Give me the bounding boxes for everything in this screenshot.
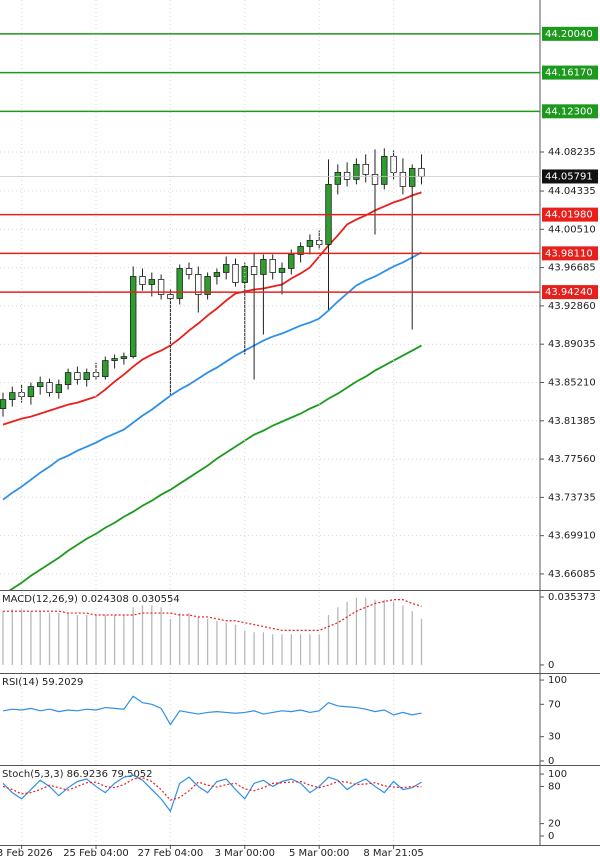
y-tick-label: 43.96685: [548, 263, 596, 274]
level-label-bg: [542, 104, 598, 119]
y-tick-label: 20: [548, 819, 561, 830]
candle-body: [37, 382, 44, 387]
indicator-line: [2, 695, 422, 726]
candle-body: [176, 268, 183, 299]
y-tick-label: 43.77560: [548, 454, 596, 465]
candle-body: [0, 399, 7, 410]
candle-body: [64, 372, 72, 385]
y-tick-label: 80: [548, 781, 561, 792]
indicator-title: MACD(12,26,9) 0.024308 0.030554: [2, 594, 180, 605]
candle-body: [232, 264, 239, 283]
candle-body: [204, 276, 211, 295]
candle-body: [241, 266, 248, 283]
y-tick-label: 0: [548, 831, 554, 842]
level-label-bg: [542, 285, 598, 300]
last-price-label: 44.05791: [545, 171, 593, 182]
candle-body: [362, 163, 369, 175]
last-price-label-bg: [542, 169, 598, 184]
y-tick-label: 100: [548, 675, 567, 686]
candle-body: [315, 240, 323, 245]
y-tick-label: 100: [548, 769, 567, 780]
y-tick-label: 43.73735: [548, 492, 596, 503]
moving-average: [2, 191, 422, 426]
level-label-bg: [542, 207, 598, 222]
level-label: 44.01980: [545, 210, 593, 221]
candle-body: [334, 171, 341, 185]
y-tick-label: 43.85210: [548, 377, 596, 388]
level-label: 44.12300: [545, 106, 593, 117]
candle-body: [129, 276, 137, 357]
y-tick-label: 30: [548, 732, 561, 743]
candle-body: [139, 276, 146, 285]
y-tick-label: 43.92860: [548, 301, 596, 312]
level-label: 43.94240: [545, 287, 593, 298]
level-label-bg: [542, 246, 598, 261]
candle-body: [250, 266, 258, 275]
moving-average: [8, 344, 422, 590]
y-tick-label: 0: [548, 660, 554, 671]
candle-body: [381, 155, 388, 185]
candle-body: [297, 246, 304, 255]
candle-body: [111, 358, 118, 361]
y-tick-label: 0.035373: [548, 592, 596, 603]
x-tick-label: 27 Feb 04:00: [138, 848, 204, 859]
candle-body: [157, 279, 165, 295]
level-label-bg: [542, 65, 598, 80]
candle-body: [195, 274, 202, 295]
candle-body: [399, 171, 407, 187]
y-tick-label: 44.04335: [548, 186, 596, 197]
y-tick-label: 0: [548, 756, 554, 767]
candle-body: [9, 392, 16, 401]
y-tick-label: 43.81385: [548, 416, 596, 427]
y-tick-label: 43.66085: [548, 569, 596, 580]
candle-body: [185, 268, 193, 275]
indicator-title: RSI(14) 59.2029: [2, 677, 83, 688]
candle-body: [222, 264, 230, 273]
x-tick-label: 8 Mar 21:05: [363, 848, 423, 859]
moving-average: [2, 251, 422, 501]
level-label: 44.20040: [545, 29, 593, 40]
candle-body: [92, 372, 100, 377]
indicator-title: Stoch(5,3,3) 86.9236 79.5052: [2, 769, 153, 780]
y-tick-label: 44.08235: [548, 147, 596, 158]
x-tick-label: 25 Feb 04:00: [63, 848, 129, 859]
x-tick-label: 3 Mar 00:00: [215, 848, 275, 859]
candle-body: [343, 171, 351, 180]
candle-body: [213, 272, 221, 277]
candle-body: [288, 254, 295, 269]
y-tick-label: 43.69910: [548, 531, 596, 542]
candle-body: [120, 356, 128, 359]
candle-body: [408, 167, 416, 187]
level-label-bg: [542, 26, 598, 41]
x-tick-label: 5 Mar 00:00: [289, 848, 349, 859]
candle-body: [46, 382, 53, 393]
y-tick-label: 70: [548, 699, 561, 710]
candle-body: [27, 386, 35, 398]
candle-body: [74, 372, 81, 380]
candle-body: [55, 384, 62, 393]
candle-body: [102, 360, 109, 377]
candle-body: [371, 173, 379, 185]
candle-body: [269, 259, 276, 273]
indicator-line: [3, 599, 422, 631]
indicator-line: [2, 774, 422, 813]
candle-body: [418, 167, 425, 177]
y-tick-label: 44.00510: [548, 224, 596, 235]
level-label: 44.16170: [545, 68, 593, 79]
candle-body: [278, 268, 286, 273]
candle-body: [260, 259, 267, 275]
level-label: 43.98110: [545, 248, 593, 259]
candle-body: [148, 279, 155, 285]
candle-body: [353, 163, 360, 180]
y-tick-label: 43.89035: [548, 339, 596, 350]
x-tick-label: 23 Feb 2026: [0, 848, 53, 859]
candle-body: [306, 240, 314, 247]
candle-body: [83, 372, 90, 380]
indicator-line: [2, 777, 422, 801]
